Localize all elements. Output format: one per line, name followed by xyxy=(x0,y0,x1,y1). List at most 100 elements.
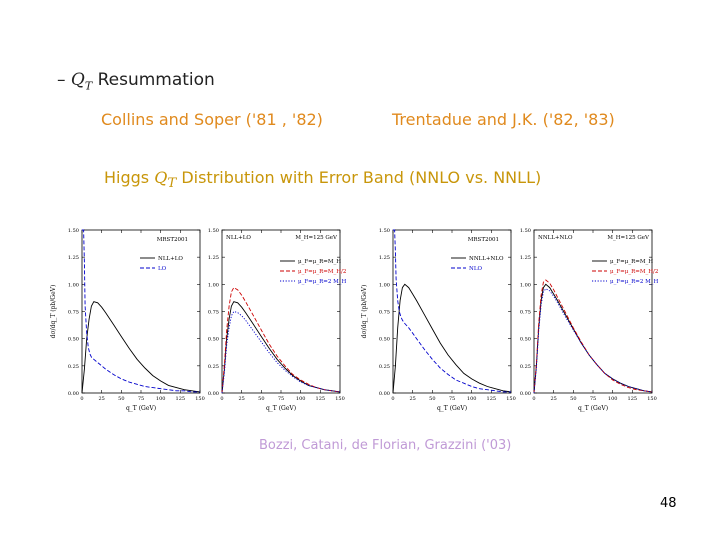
panel-3-xtick-label: 50 xyxy=(429,396,435,402)
panel-3-ytick-label: 0.50 xyxy=(379,337,390,343)
panel-1-xtick-label: 25 xyxy=(98,396,104,402)
panel-4-xtick-label: 125 xyxy=(628,396,638,402)
panel-4-xtick-label: 0 xyxy=(532,396,535,402)
heading-text: Resummation xyxy=(92,70,215,90)
panel-4-ytick-label: 1.25 xyxy=(520,255,531,261)
panel-4-ytick-label: 0.25 xyxy=(520,364,531,370)
panel-1-xtick-label: 75 xyxy=(138,396,144,402)
heading-qt-symbol: QT xyxy=(71,70,93,93)
panel-4-annotation: M_H=125 GeV xyxy=(607,235,650,241)
panel-1-legend-label: LO xyxy=(158,266,167,272)
panel-2-ytick-label: 0.75 xyxy=(208,310,219,316)
panel-3-ytick-label: 0.00 xyxy=(379,391,390,397)
panel-2-legend-label: μ_F=μ_R=M_H xyxy=(298,259,341,265)
panel-4-legend-label: μ_F=μ_R=2 M_H xyxy=(610,279,658,285)
panel-1-xtick-label: 0 xyxy=(80,396,83,402)
panel-3-ytick-label: 0.75 xyxy=(379,310,390,316)
panel-3-frame xyxy=(392,229,512,394)
panel-4-xtick-label: 150 xyxy=(647,396,657,402)
citation: Bozzi, Catani, de Florian, Grazzini ('03… xyxy=(259,438,512,453)
panel-3-xtick-label: 125 xyxy=(487,396,497,402)
slide-subtitle: Higgs QT Distribution with Error Band (N… xyxy=(104,168,541,191)
panel-3-legend-label: NLO xyxy=(469,266,482,272)
reference-trentadue-kodaira: Trentadue and J.K. ('82, '83) xyxy=(392,110,615,129)
panel-1-ytick-label: 0.75 xyxy=(68,310,79,316)
panel-1-label: MRST2001 xyxy=(157,237,188,243)
panel-2-ytick-label: 0.25 xyxy=(208,364,219,370)
panel-2-series-3-line xyxy=(221,310,341,394)
panel-4-xtick-label: 100 xyxy=(608,396,618,402)
panel-4-xtick-label: 75 xyxy=(590,396,596,402)
panel-2-ytick-label: 0.00 xyxy=(208,391,219,397)
panel-2-xlabel: q_T (GeV) xyxy=(266,405,296,412)
panel-2-ytick-label: 1.25 xyxy=(208,255,219,261)
reference-collins-soper: Collins and Soper ('81 , '82) xyxy=(101,110,323,129)
panel-2-ytick-label: 1.00 xyxy=(208,282,219,288)
panel-2-ytick-label: 0.50 xyxy=(208,337,219,343)
panel-1-series-2-line xyxy=(82,229,200,393)
panel-3-xtick-label: 100 xyxy=(467,396,477,402)
panel-2-label: NLL+LO xyxy=(226,235,251,241)
panel-1-xtick-label: 125 xyxy=(176,396,186,402)
panel-1-xtick-label: 50 xyxy=(118,396,124,402)
panel-1-xtick-label: 100 xyxy=(156,396,166,402)
panel-2-legend-label: μ_F=μ_R=M_H/2 xyxy=(298,269,346,275)
panel-1-ytick-label: 1.50 xyxy=(68,228,79,234)
panel-4-series-2-line xyxy=(533,279,653,394)
bullet-dash: – xyxy=(57,70,66,90)
panel-4-ytick-label: 0.75 xyxy=(520,310,531,316)
subtitle-sub: T xyxy=(167,176,177,192)
panel-3-ytick-label: 1.00 xyxy=(379,282,390,288)
slide-heading: – QT Resummation xyxy=(57,70,215,92)
panel-3-ytick-label: 1.50 xyxy=(379,228,390,234)
panel-1-xlabel: q_T (GeV) xyxy=(126,405,156,412)
panel-1-legend-label: NLL+LO xyxy=(158,256,183,262)
panel-2-xtick-label: 100 xyxy=(296,396,306,402)
panel-4-ytick-label: 1.50 xyxy=(520,228,531,234)
panel-1-ytick-label: 0.00 xyxy=(68,391,79,397)
panel-2-series-1-line xyxy=(221,301,341,394)
panel-4-frame xyxy=(533,229,653,394)
panel-1-frame xyxy=(81,229,201,394)
page-number: 48 xyxy=(660,496,677,511)
panel-3-xtick-label: 75 xyxy=(449,396,455,402)
panel-1-ytick-label: 0.25 xyxy=(68,364,79,370)
panel-3-xtick-label: 0 xyxy=(391,396,394,402)
panel-1-series-1-line xyxy=(81,301,201,394)
panel-3-ytick-label: 0.25 xyxy=(379,364,390,370)
panel-3-series-1-line xyxy=(392,283,512,394)
heading-sub: T xyxy=(84,79,93,93)
panel-2-xtick-label: 25 xyxy=(238,396,244,402)
panel-4-ytick-label: 0.50 xyxy=(520,337,531,343)
panel-4-xtick-label: 50 xyxy=(570,396,576,402)
subtitle-post: Distribution with Error Band (NNLO vs. N… xyxy=(176,168,542,187)
panel-2-ytick-label: 1.50 xyxy=(208,228,219,234)
panel-2-series-2-line xyxy=(221,286,341,394)
panel-3-xtick-label: 150 xyxy=(506,396,516,402)
panel-1-ylabel: dσ/dq_T (pb/GeV) xyxy=(50,285,57,339)
panel-2-legend-label: μ_F=μ_R=2 M_H xyxy=(298,279,346,285)
panel-2-xtick-label: 0 xyxy=(220,396,223,402)
panel-2-frame xyxy=(221,229,341,394)
panel-1-ytick-label: 0.50 xyxy=(68,337,79,343)
panel-4-series-1-line xyxy=(533,283,653,394)
panel-1-ytick-label: 1.00 xyxy=(68,282,79,288)
panel-3-ytick-label: 1.25 xyxy=(379,255,390,261)
subtitle-qt-symbol: QT xyxy=(154,168,176,191)
panel-3-xlabel: q_T (GeV) xyxy=(437,405,467,412)
panel-4-legend-label: μ_F=μ_R=M_H/2 xyxy=(610,269,658,275)
panel-4-xlabel: q_T (GeV) xyxy=(578,405,608,412)
subtitle-var: Q xyxy=(154,168,168,187)
panel-4-label: NNLL+NLO xyxy=(538,235,573,241)
panel-1-ytick-label: 1.25 xyxy=(68,255,79,261)
panel-3-label: MRST2001 xyxy=(468,237,499,243)
panel-4-ytick-label: 1.00 xyxy=(520,282,531,288)
panel-2-xtick-label: 150 xyxy=(335,396,345,402)
panel-2-annotation: M_H=125 GeV xyxy=(295,235,338,241)
panel-4-legend-label: μ_F=μ_R=M_H xyxy=(610,259,653,265)
panel-2-xtick-label: 125 xyxy=(316,396,326,402)
panel-3-ylabel: dσ/dq_T (pb/GeV) xyxy=(361,285,368,339)
panel-3-xtick-label: 25 xyxy=(409,396,415,402)
panel-1-xtick-label: 150 xyxy=(195,396,205,402)
